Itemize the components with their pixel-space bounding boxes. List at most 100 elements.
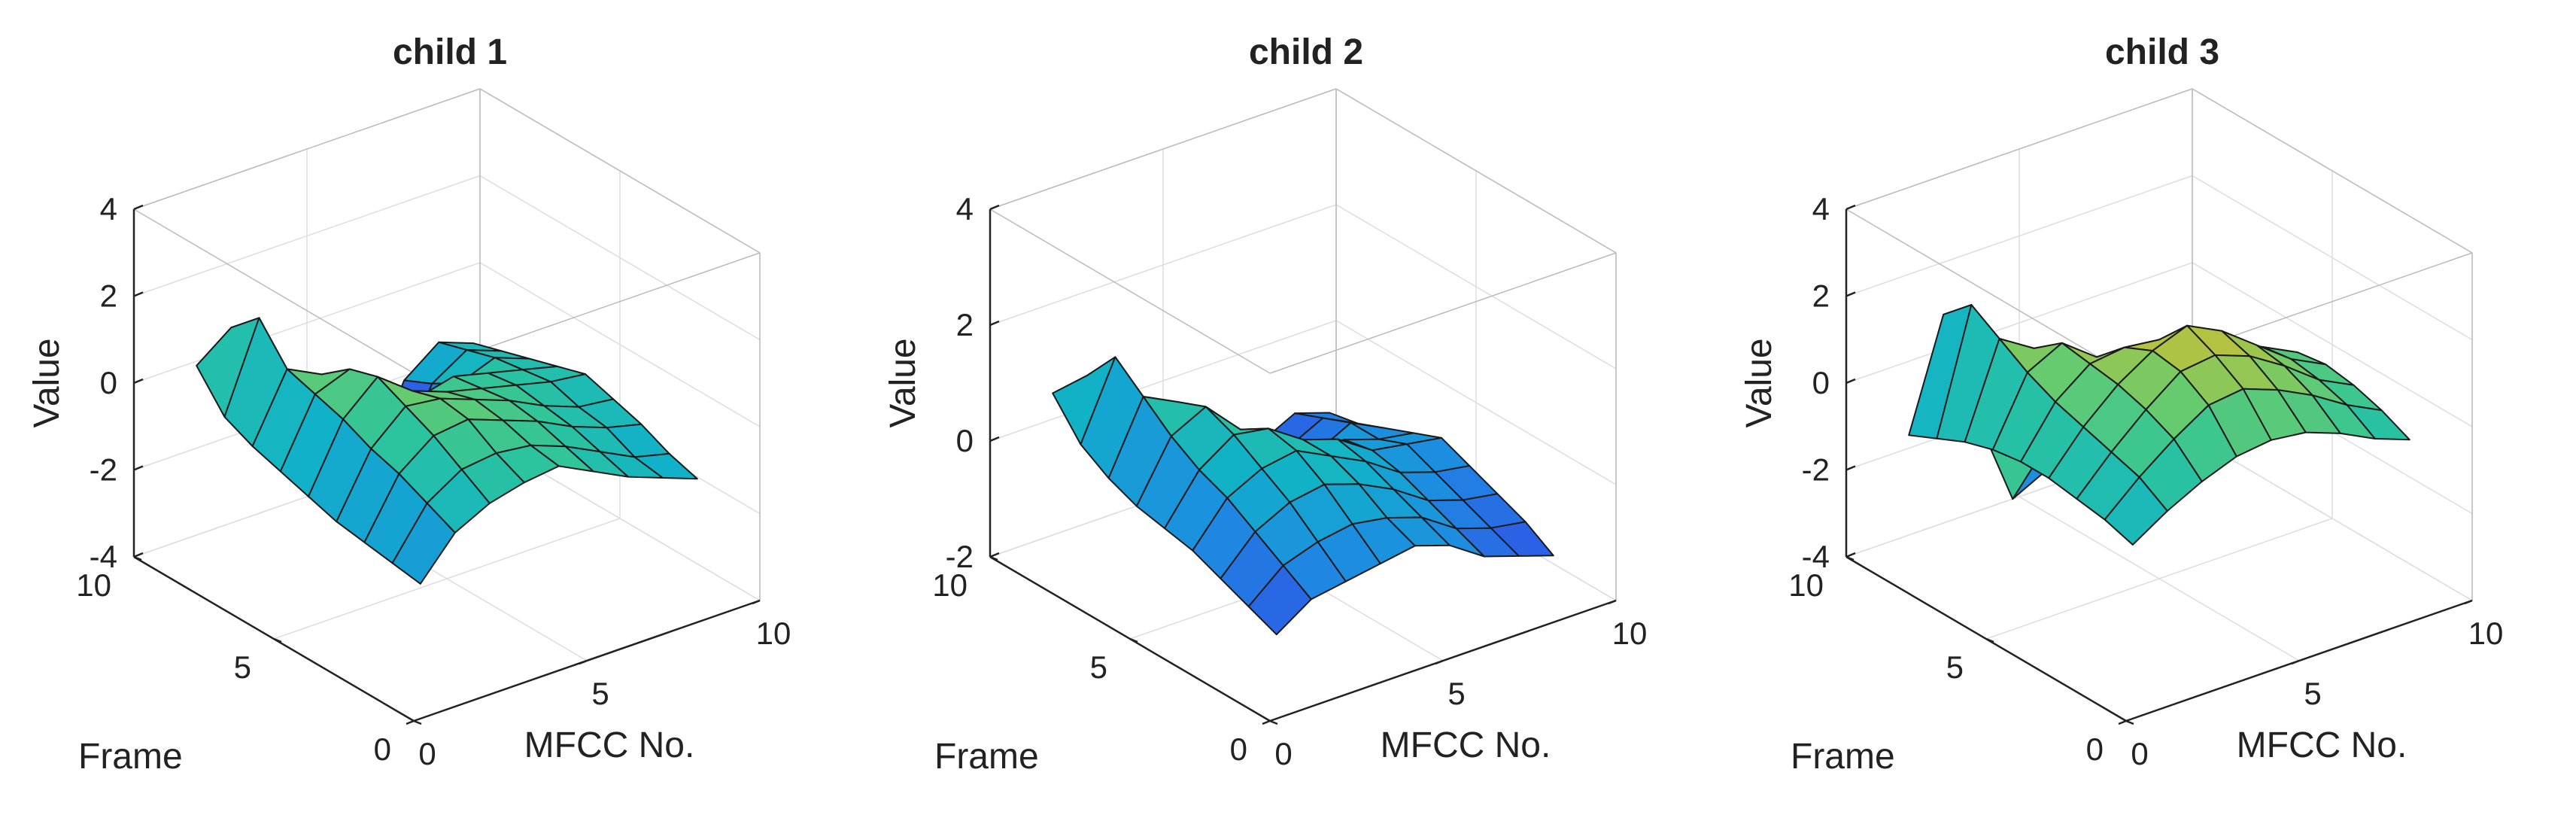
z-tick-mark xyxy=(989,552,1000,558)
z-tick-mark xyxy=(133,465,144,471)
z-tick-mark xyxy=(989,320,1000,327)
y-tick-label: 0 xyxy=(2086,731,2104,767)
z-tick-mark xyxy=(133,291,144,297)
surface-patch xyxy=(1247,564,1312,636)
y-tick-label: 5 xyxy=(234,649,251,685)
z-tick-mark xyxy=(989,436,1000,442)
z-tick-label: -4 xyxy=(1802,539,1830,574)
x-tick-mark xyxy=(579,659,588,665)
z-tick-label: 0 xyxy=(100,365,117,400)
x-tick-label: 0 xyxy=(418,736,436,771)
y-tick-label: 0 xyxy=(1230,731,1247,767)
surface-patch xyxy=(391,502,456,585)
x-tick-mark xyxy=(406,719,415,725)
grid-line xyxy=(1335,204,1617,369)
y-tick-label: 5 xyxy=(1946,649,1964,685)
chart-title: child 3 xyxy=(2105,32,2219,72)
y-axis-label: Frame xyxy=(934,737,1039,777)
box-edge xyxy=(133,208,415,374)
y-tick-mark xyxy=(273,637,282,643)
y-tick-label: 10 xyxy=(932,567,968,603)
z-tick-label: 4 xyxy=(1812,191,1830,227)
z-axis-label: Value xyxy=(883,338,923,427)
surface xyxy=(196,317,698,585)
z-tick-mark xyxy=(133,552,144,558)
z-tick-mark xyxy=(1845,378,1856,385)
y-axis-label: Frame xyxy=(78,737,183,777)
box-edge xyxy=(479,88,761,254)
grid-line xyxy=(2192,262,2473,427)
x-tick-label: 5 xyxy=(591,676,609,711)
grid-line xyxy=(989,320,1337,442)
chart-title: child 1 xyxy=(393,32,507,72)
x-tick-label: 5 xyxy=(1447,676,1465,711)
z-tick-label: -4 xyxy=(90,539,117,574)
y-tick-label: 10 xyxy=(1788,567,1824,603)
z-tick-label: 2 xyxy=(100,278,117,314)
z-tick-label: -2 xyxy=(946,539,974,574)
box-edge xyxy=(1269,252,1617,374)
surface xyxy=(1052,356,1554,636)
x-tick-mark xyxy=(1435,659,1444,665)
z-tick-label: 4 xyxy=(100,191,117,227)
grid-line xyxy=(2192,436,2473,601)
grid-line xyxy=(273,518,621,640)
z-tick-label: 2 xyxy=(956,307,974,342)
y-tick-mark xyxy=(989,555,998,561)
z-tick-label: 4 xyxy=(956,191,974,227)
grid-line xyxy=(1845,175,2193,297)
x-tick-mark xyxy=(1262,719,1271,725)
y-axis-label: Frame xyxy=(1791,737,1895,777)
x-axis-label: MFCC No. xyxy=(2237,725,2407,765)
x-axis-label: MFCC No. xyxy=(524,725,695,765)
x-tick-label: 10 xyxy=(1612,616,1648,651)
grid-line xyxy=(479,262,761,427)
box-edge xyxy=(133,88,481,210)
z-tick-label: 0 xyxy=(956,423,974,458)
y-tick-label: 10 xyxy=(76,567,111,603)
x-axis-label: MFCC No. xyxy=(1381,725,1551,765)
y-tick-mark xyxy=(1269,719,1278,725)
grid-line xyxy=(2192,175,2473,341)
grid-line xyxy=(479,175,761,341)
box-edge xyxy=(2192,88,2473,254)
y-tick-mark xyxy=(2125,719,2134,725)
chart-title: child 2 xyxy=(1249,32,1363,72)
grid-line xyxy=(1845,262,2193,384)
z-axis-label: Value xyxy=(27,338,67,427)
y-tick-mark xyxy=(133,555,142,561)
z-tick-mark xyxy=(133,204,144,211)
x-tick-label: 0 xyxy=(2131,736,2148,771)
z-tick-mark xyxy=(1845,204,1856,211)
box-edge xyxy=(1845,208,2127,374)
z-tick-mark xyxy=(1845,291,1856,297)
box-edge xyxy=(989,208,1271,374)
grid-line xyxy=(1335,320,1617,485)
x-tick-label: 0 xyxy=(1274,736,1292,771)
y-tick-label: 0 xyxy=(374,731,391,767)
axes-box xyxy=(133,88,761,601)
x-tick-mark xyxy=(2291,659,2300,665)
x-tick-mark xyxy=(752,599,761,605)
y-tick-mark xyxy=(413,719,422,725)
z-tick-label: -2 xyxy=(90,452,117,488)
x-tick-label: 5 xyxy=(2304,676,2321,711)
x-tick-mark xyxy=(2464,599,2473,605)
y-tick-label: 5 xyxy=(1090,649,1107,685)
grid-line xyxy=(133,175,481,297)
y-tick-mark xyxy=(1845,555,1855,561)
x-tick-label: 10 xyxy=(2468,616,2504,651)
x-tick-mark xyxy=(1608,599,1617,605)
z-tick-mark xyxy=(1845,552,1856,558)
box-edge xyxy=(1845,88,2193,210)
box-edge xyxy=(1335,88,1617,254)
y-tick-mark xyxy=(1129,637,1138,643)
x-tick-label: 10 xyxy=(756,616,791,651)
